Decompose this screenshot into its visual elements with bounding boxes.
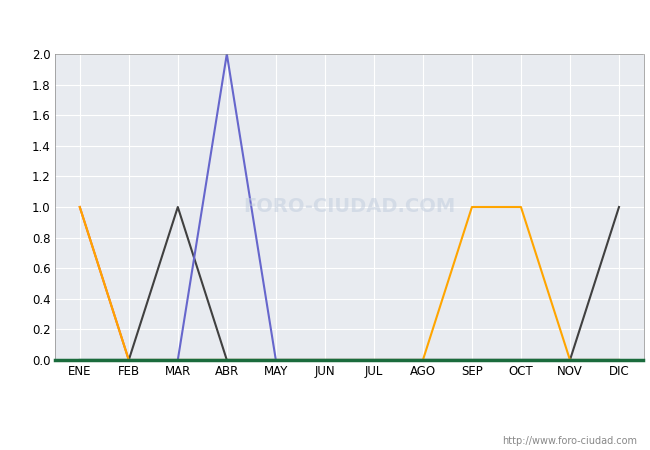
Text: Matriculaciones de Vehiculos en Navianos de Valverde: Matriculaciones de Vehiculos en Navianos…: [99, 18, 551, 36]
Text: FORO-CIUDAD.COM: FORO-CIUDAD.COM: [243, 198, 456, 216]
Text: http://www.foro-ciudad.com: http://www.foro-ciudad.com: [502, 436, 637, 446]
